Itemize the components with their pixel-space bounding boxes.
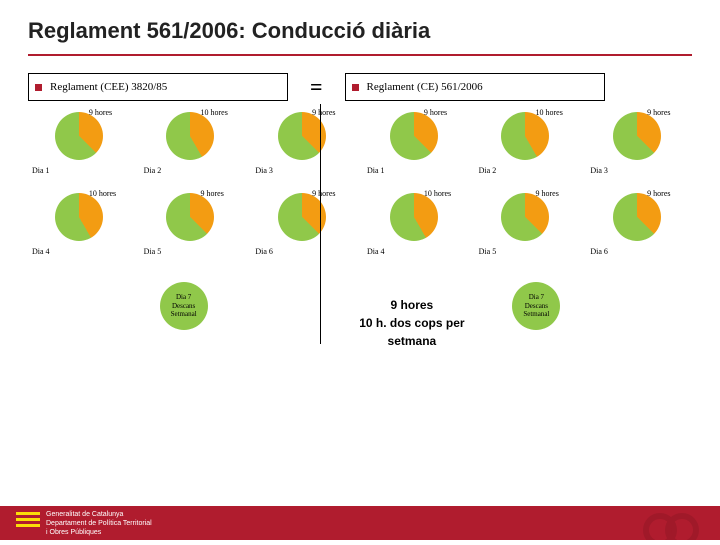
pie-day-label: Dia 1 xyxy=(363,166,385,175)
pie-chart xyxy=(501,112,549,160)
bullet-icon xyxy=(352,84,359,91)
regulation-row: Reglament (CEE) 3820/85 = Reglament (CE)… xyxy=(28,70,692,104)
footer-l1: Generalitat de Catalunya xyxy=(46,510,152,519)
pie-cell: 10 hores Dia 2 xyxy=(140,112,246,175)
pie-chart xyxy=(55,112,103,160)
footer-text: Generalitat de Catalunya Departament de … xyxy=(46,510,152,537)
pie-wrap: 9 hores xyxy=(613,193,665,245)
dia7-l2: Descans xyxy=(525,302,548,310)
title-sub: Conducció diària xyxy=(252,18,430,43)
pie-cell: 9 hores Dia 3 xyxy=(586,112,692,175)
pie-day-label: Dia 6 xyxy=(251,247,273,256)
dia7-l3: Setmanal xyxy=(523,310,549,318)
pie-day-label: Dia 5 xyxy=(140,247,162,256)
page-title: Reglament 561/2006: Conducció diària xyxy=(28,18,692,44)
dia7-right: Dia 7 Descans Setmanal xyxy=(485,282,589,330)
reg-box-right: Reglament (CE) 561/2006 xyxy=(345,73,605,101)
dia7-l1: Dia 7 xyxy=(176,293,191,301)
pie-day-label: Dia 4 xyxy=(363,247,385,256)
reg-right-label: Reglament (CE) 561/2006 xyxy=(367,81,483,93)
pie-row-1: 9 horesDia 110 horesDia 29 horesDia 39 h… xyxy=(28,112,692,183)
dia7-l2: Descans xyxy=(172,302,195,310)
pie-wrap: 9 hores xyxy=(501,193,553,245)
center-line-2: 10 h. dos cops per setmana xyxy=(339,314,484,350)
pie-cell: 9 hores Dia 5 xyxy=(475,193,581,256)
pie-cell: 9 hores Dia 3 xyxy=(251,112,357,175)
divider-line xyxy=(320,104,321,344)
pie-day-label: Dia 2 xyxy=(140,166,162,175)
pie-chart xyxy=(55,193,103,241)
pie-day-label: Dia 6 xyxy=(586,247,608,256)
pie-hours-label: 9 hores xyxy=(200,189,223,198)
pie-wrap: 10 hores xyxy=(55,193,107,245)
pie-cell: 9 hores Dia 1 xyxy=(363,112,469,175)
pie-chart xyxy=(390,193,438,241)
pie-cell: 10 hores Dia 4 xyxy=(28,193,134,256)
pie-day-label: Dia 3 xyxy=(586,166,608,175)
equals-sign: = xyxy=(310,74,323,100)
footer-l3: i Obres Públiques xyxy=(46,528,152,537)
pie-hours-label: 9 hores xyxy=(647,189,670,198)
reg-left-label: Reglament (CEE) 3820/85 xyxy=(50,81,167,93)
pie-day-label: Dia 3 xyxy=(251,166,273,175)
pie-wrap: 9 hores xyxy=(278,112,330,164)
dia7-circle: Dia 7 Descans Setmanal xyxy=(160,282,208,330)
footer-l2: Departament de Política Territorial xyxy=(46,519,152,528)
pie-chart xyxy=(613,112,661,160)
pie-day-label: Dia 2 xyxy=(475,166,497,175)
pie-chart xyxy=(166,112,214,160)
pie-wrap: 9 hores xyxy=(390,112,442,164)
dia7-left: Dia 7 Descans Setmanal xyxy=(132,282,236,330)
pie-hours-label: 10 hores xyxy=(200,108,227,117)
pie-hours-label: 9 hores xyxy=(312,108,335,117)
pie-chart xyxy=(278,112,326,160)
pie-cell: 9 hores Dia 6 xyxy=(251,193,357,256)
pie-day-label: Dia 5 xyxy=(475,247,497,256)
pie-chart xyxy=(166,193,214,241)
pie-day-label: Dia 4 xyxy=(28,247,50,256)
pie-cell: 10 hores Dia 2 xyxy=(475,112,581,175)
pie-hours-label: 9 hores xyxy=(535,189,558,198)
title-main: Reglament 561/2006: xyxy=(28,18,252,43)
footer-bar: Generalitat de Catalunya Departament de … xyxy=(0,506,720,540)
dia7-l1: Dia 7 xyxy=(529,293,544,301)
pie-wrap: 10 hores xyxy=(166,112,218,164)
pie-wrap: 9 hores xyxy=(613,112,665,164)
pie-hours-label: 9 hores xyxy=(424,108,447,117)
bottom-row: Dia 7 Descans Setmanal 9 hores 10 h. dos… xyxy=(28,282,692,350)
pie-chart xyxy=(501,193,549,241)
pie-wrap: 9 hores xyxy=(166,193,218,245)
pie-hours-label: 9 hores xyxy=(89,108,112,117)
pie-row-2: 10 hores Dia 4 9 hores Dia 5 9 hores Dia 6 10 … xyxy=(28,193,692,264)
pie-hours-label: 9 hores xyxy=(647,108,670,117)
flag-icon xyxy=(16,512,40,532)
pie-cell: 9 hores Dia 1 xyxy=(28,112,134,175)
dia7-circle: Dia 7 Descans Setmanal xyxy=(512,282,560,330)
pie-hours-label: 10 hores xyxy=(424,189,451,198)
bullet-icon xyxy=(35,84,42,91)
pie-chart xyxy=(390,112,438,160)
pie-day-label: Dia 1 xyxy=(28,166,50,175)
pie-wrap: 9 hores xyxy=(55,112,107,164)
dia7-l3: Setmanal xyxy=(171,310,197,318)
pie-wrap: 10 hores xyxy=(501,112,553,164)
pie-hours-label: 10 hores xyxy=(535,108,562,117)
center-line-1: 9 hores xyxy=(339,296,484,314)
pie-cell: 10 hores Dia 4 xyxy=(363,193,469,256)
pie-hours-label: 10 hores xyxy=(89,189,116,198)
reg-box-left: Reglament (CEE) 3820/85 xyxy=(28,73,288,101)
pie-cell: 9 hores Dia 6 xyxy=(586,193,692,256)
center-summary: 9 hores 10 h. dos cops per setmana xyxy=(339,282,484,350)
pie-wrap: 9 hores xyxy=(278,193,330,245)
pie-hours-label: 9 hores xyxy=(312,189,335,198)
pie-chart xyxy=(613,193,661,241)
pie-wrap: 10 hores xyxy=(390,193,442,245)
footer-deco-icon xyxy=(640,500,700,540)
pie-cell: 9 hores Dia 5 xyxy=(140,193,246,256)
pie-chart xyxy=(278,193,326,241)
